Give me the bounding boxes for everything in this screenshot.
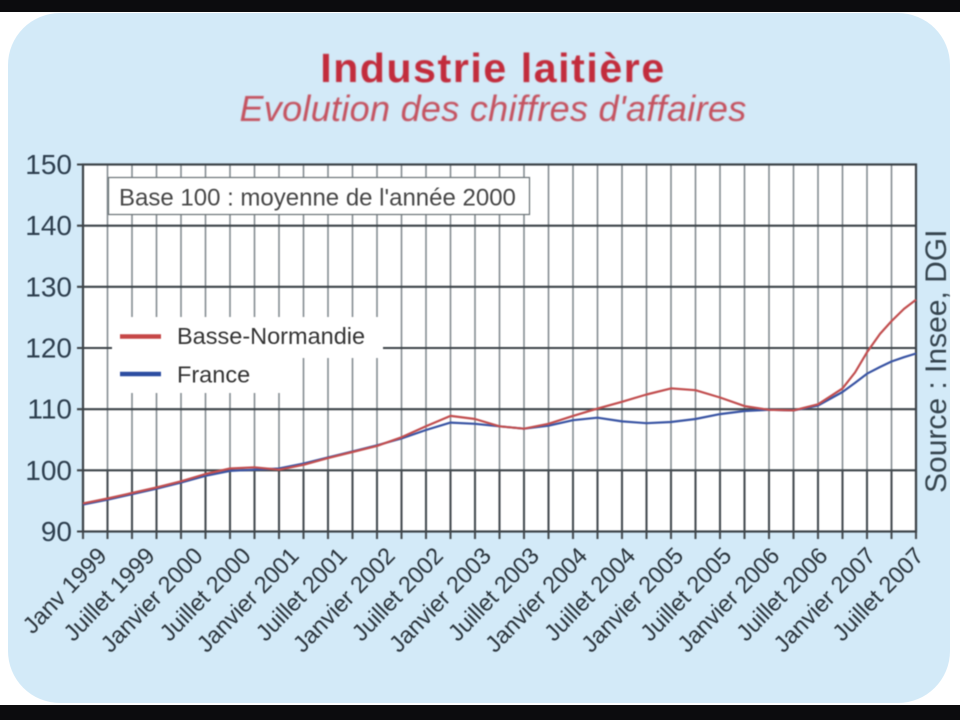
svg-text:Basse-Normandie: Basse-Normandie [177, 323, 365, 349]
svg-text:130: 130 [25, 271, 72, 302]
svg-text:150: 150 [25, 149, 72, 180]
svg-text:140: 140 [25, 210, 72, 241]
svg-text:90: 90 [41, 516, 72, 547]
svg-text:Source : Insee, DGI: Source : Insee, DGI [920, 230, 953, 493]
svg-text:Base 100 : moyenne de l'année: Base 100 : moyenne de l'année 2000 [119, 185, 516, 212]
svg-text:110: 110 [27, 394, 72, 425]
svg-text:100: 100 [25, 455, 72, 486]
svg-text:France: France [177, 362, 250, 388]
svg-text:120: 120 [25, 333, 72, 364]
